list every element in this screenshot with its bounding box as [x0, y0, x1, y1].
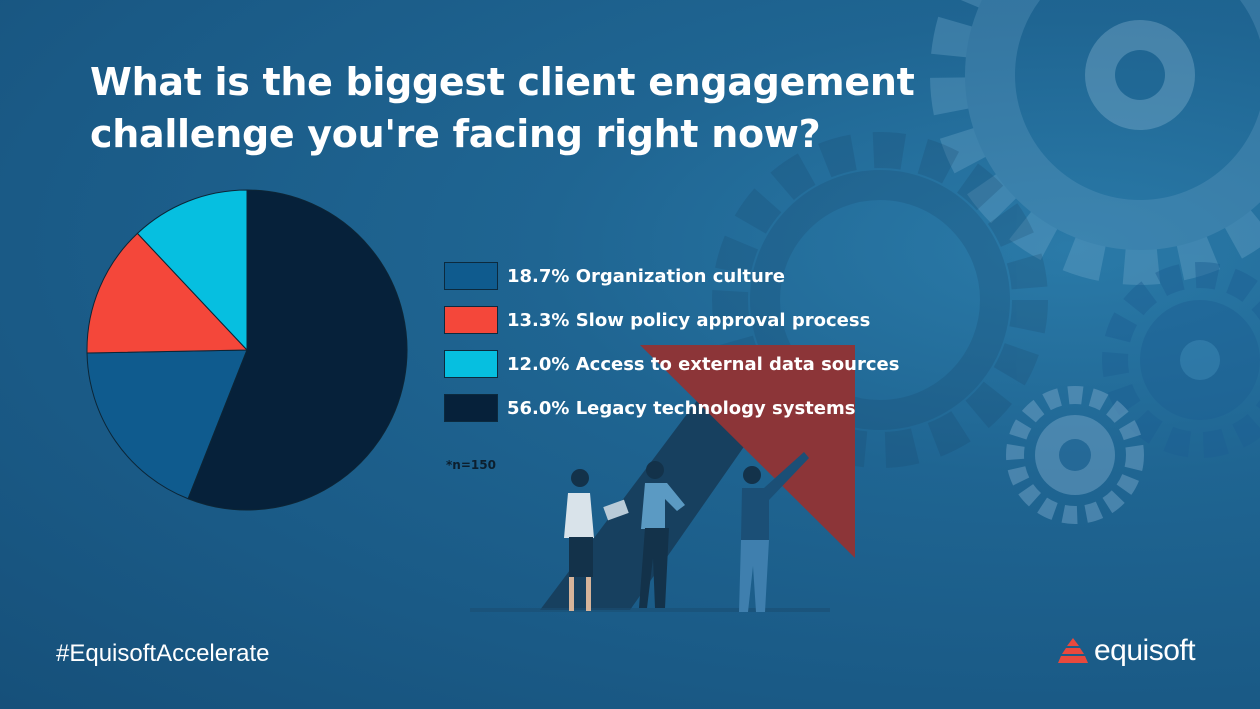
gear-large-icon: [930, 0, 1260, 285]
stacked-chevron-logo-icon: [1058, 638, 1088, 663]
legend-label: 12.0% Access to external data sources: [507, 353, 900, 375]
title-line-2: challenge you're facing right now?: [90, 112, 821, 156]
pie-slice-legacy-technology-systems: [187, 189, 408, 511]
sample-size-note: *n=150: [446, 458, 496, 472]
gear-right-icon: [1102, 262, 1260, 458]
legend-swatch: [444, 306, 498, 334]
gear-small-icon: [1006, 386, 1144, 524]
legend-item-organization-culture: 18.7% Organization culture: [444, 261, 899, 291]
pie-chart: [86, 189, 408, 511]
legend-swatch: [444, 394, 498, 422]
gear-center-icon: [712, 132, 1048, 468]
legend-label: 56.0% Legacy technology systems: [507, 397, 856, 419]
legend-swatch: [444, 350, 498, 378]
pie-slice-slow-policy-approval-process: [86, 232, 249, 354]
legend-item-slow-policy-approval: 13.3% Slow policy approval process: [444, 305, 899, 335]
people-illustration: [564, 452, 809, 612]
brand-logo: equisoft: [1058, 634, 1196, 668]
chart-legend: 18.7% Organization culture 13.3% Slow po…: [444, 261, 899, 437]
legend-item-legacy-technology: 56.0% Legacy technology systems: [444, 393, 899, 423]
legend-swatch: [444, 262, 498, 290]
brand-name: equisoft: [1094, 634, 1196, 667]
legend-label: 18.7% Organization culture: [507, 265, 785, 287]
legend-item-external-data: 12.0% Access to external data sources: [444, 349, 899, 379]
hashtag: #EquisoftAccelerate: [56, 640, 270, 667]
title-line-1: What is the biggest client engagement: [90, 60, 915, 104]
pie-slice-organization-culture: [86, 349, 248, 500]
pie-slice-access-to-external-data-sources: [136, 189, 248, 352]
legend-label: 13.3% Slow policy approval process: [507, 309, 871, 331]
page-title: What is the biggest client engagement ch…: [90, 56, 990, 160]
